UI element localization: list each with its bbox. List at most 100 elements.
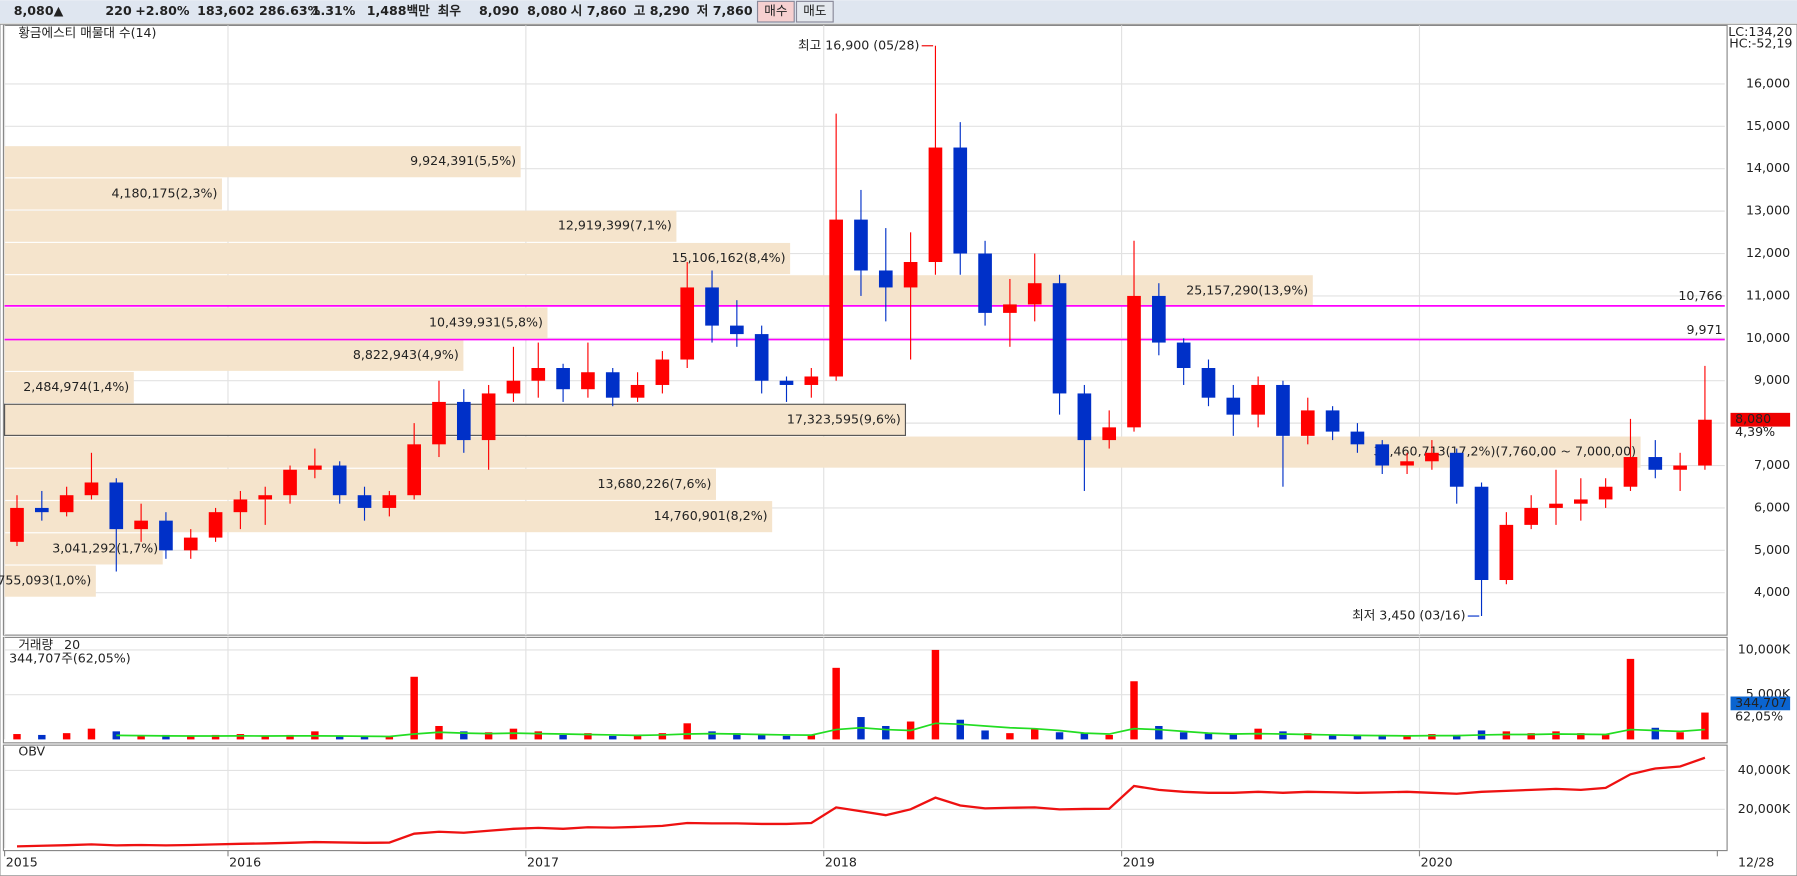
volume-bar [1626,658,1635,740]
candle-body [953,147,968,254]
volume-bar [137,735,145,740]
volume-bar [956,719,964,740]
candle-body [1673,465,1687,470]
volume-profile-label: 9,924,391(5,5%) [410,153,516,168]
toolbar [0,0,1797,24]
volume-bar [1055,732,1064,740]
volume-bar [757,734,766,740]
volume-profile-band [4,468,716,500]
candle-body [1623,457,1638,487]
volume-profile-label: 2,484,974(1,4%) [23,379,129,394]
button-buy[interactable] [756,0,795,23]
volume-bar [1428,734,1436,740]
volume-bar [1155,725,1163,740]
candle-body [581,372,595,390]
volume-bar [559,734,567,740]
button-label[interactable]: 매도 [803,3,826,18]
y-tick-label: 14,000 [1746,160,1790,175]
candle-body [59,495,74,513]
volume-bar [38,734,46,740]
y-tick-label: 10,000 [1746,330,1790,345]
candle-body [1226,397,1241,415]
candle-body [183,537,198,551]
candle-body [1251,384,1265,415]
candle-body [506,380,521,394]
toolbar-field: 시 7,860 [571,3,627,18]
candle-body [84,482,99,496]
volume-bar [211,734,220,740]
volume-bar [832,667,840,740]
volume-bar [1006,733,1014,740]
button-sell[interactable] [795,0,834,23]
candle-body [308,465,322,470]
volume-profile-label: 3,041,292(1,7%) [52,540,158,555]
volume-bar [1701,712,1709,740]
volume-bar [733,733,741,740]
candle-body [829,219,843,377]
candle-body [1425,452,1439,462]
toolbar-field: 8,090 [479,3,519,18]
volume-bar [484,732,493,740]
candle-body [531,368,546,381]
volume-profile-label: 1,755,093(1,0%) [0,573,91,588]
candle-body [1102,427,1117,441]
volume-profile-band [4,339,464,371]
candle-body [1524,507,1539,525]
volume-bar [1353,735,1362,740]
volume-panel [2,636,1728,744]
toolbar-field: 최우 [438,3,462,18]
level-label: 10,766 [1678,288,1722,303]
volume-bar [1676,732,1684,740]
candle-body [1325,410,1340,432]
volume-bar [807,734,816,740]
candle-body [159,520,173,551]
volume-bar [1105,734,1113,740]
volume-bar [13,734,21,740]
volume-bar [187,735,195,740]
y-tick-label: 20,000K [1738,801,1791,816]
volume-bar [1204,733,1213,740]
volume-profile-label: 31,460,713(17,2%)(7,760,00 ~ 7,000,00) [1374,444,1637,459]
candle-body [1598,486,1613,500]
volume-bar [162,734,170,740]
candle-body [1375,444,1390,466]
volume-bar [882,725,890,740]
candle-body [878,270,893,288]
obv-line [16,756,1706,848]
corner-label: LC:134,20 [1728,24,1792,39]
volume-bar [87,728,96,740]
volume-bar [683,723,691,740]
x-tick-label: 2015 [6,855,38,870]
candle-body [978,253,992,313]
candle-body [134,520,148,530]
volume-note: 344,707주(62,05%) [9,651,131,666]
y-tick-label: 9,000 [1754,372,1790,387]
volume-bar [782,735,791,740]
candle-body [1549,503,1563,508]
candle-body [605,372,620,398]
ma-label: 20 [64,637,80,652]
candle-body [332,465,347,496]
volume-bar [360,736,369,740]
volume-bar [236,734,245,740]
toolbar-field: 220 [105,3,132,18]
toolbar-field: 1,488백만 [367,3,430,18]
candle-body [1201,368,1216,398]
panel-title: 거래량 [18,637,53,652]
candle-body [1276,384,1290,436]
volume-bar [1279,731,1287,740]
y-tick-label: 5,000 [1754,542,1790,557]
candle-body [1648,457,1663,470]
candle-body [1077,393,1092,441]
volume-profile-label: 15,106,162(8,4%) [672,250,786,265]
volume-profile-band [4,533,163,565]
candle-body [1027,283,1042,305]
x-tick-label: 12/28 [1738,855,1774,870]
volume-profile-band [4,372,134,404]
candle-body [630,384,645,398]
button-label[interactable]: 매수 [764,3,787,18]
candle-body [407,444,421,496]
candle-body [109,482,124,530]
